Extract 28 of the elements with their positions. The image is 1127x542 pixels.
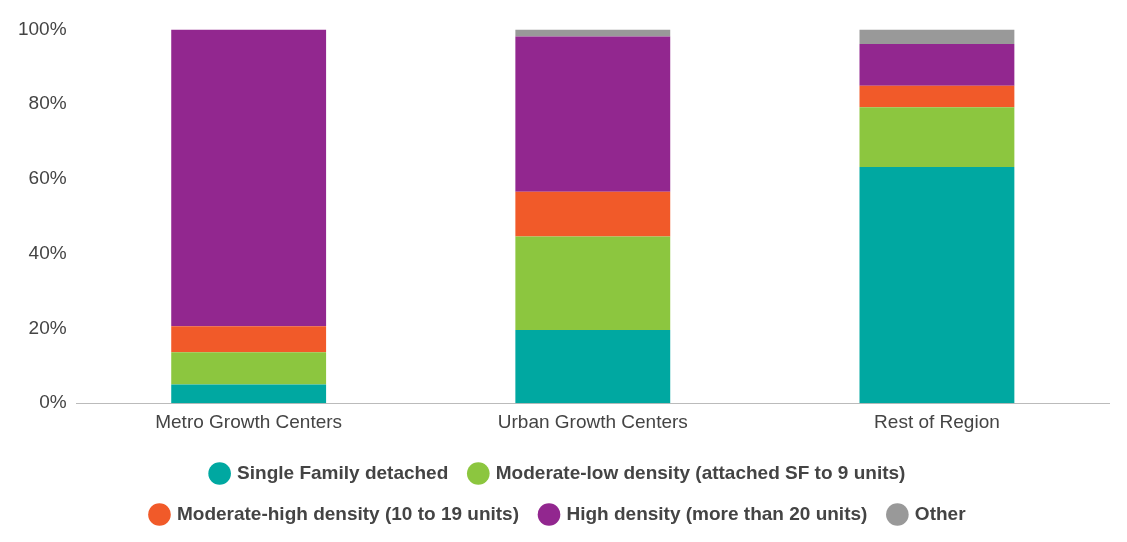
bar bbox=[515, 29, 671, 37]
y-tick-label: 0% bbox=[39, 391, 67, 413]
legend-label: Single Family detached bbox=[237, 461, 449, 483]
y-tick-label: 20% bbox=[28, 316, 67, 338]
x-tick-label: Rest of Region bbox=[874, 410, 1000, 432]
bar bbox=[859, 107, 1015, 167]
bar bbox=[515, 36, 671, 192]
bar bbox=[859, 29, 1015, 44]
legend-label: Other bbox=[914, 502, 967, 524]
y-tick-label: 60% bbox=[28, 167, 67, 189]
bar bbox=[171, 326, 327, 353]
bar bbox=[859, 85, 1015, 108]
bar bbox=[859, 166, 1015, 404]
legend-label: Moderate-high density (10 to 19 units) bbox=[176, 502, 520, 524]
bar bbox=[171, 384, 327, 404]
legend-label: High density (more than 20 units) bbox=[566, 502, 868, 524]
bar bbox=[515, 236, 671, 330]
bar bbox=[515, 191, 671, 237]
bar bbox=[171, 29, 327, 327]
y-tick-label: 40% bbox=[28, 241, 67, 263]
x-tick-label: Urban Growth Centers bbox=[497, 410, 688, 432]
bar bbox=[515, 329, 671, 404]
legend-label: Moderate-low density (attached SF to 9 units) bbox=[495, 461, 906, 483]
bar bbox=[171, 352, 327, 385]
y-tick-label: 80% bbox=[28, 92, 67, 114]
y-tick-label: 100% bbox=[17, 17, 67, 39]
bar bbox=[859, 43, 1015, 86]
x-tick-label: Metro Growth Centers bbox=[155, 410, 343, 432]
